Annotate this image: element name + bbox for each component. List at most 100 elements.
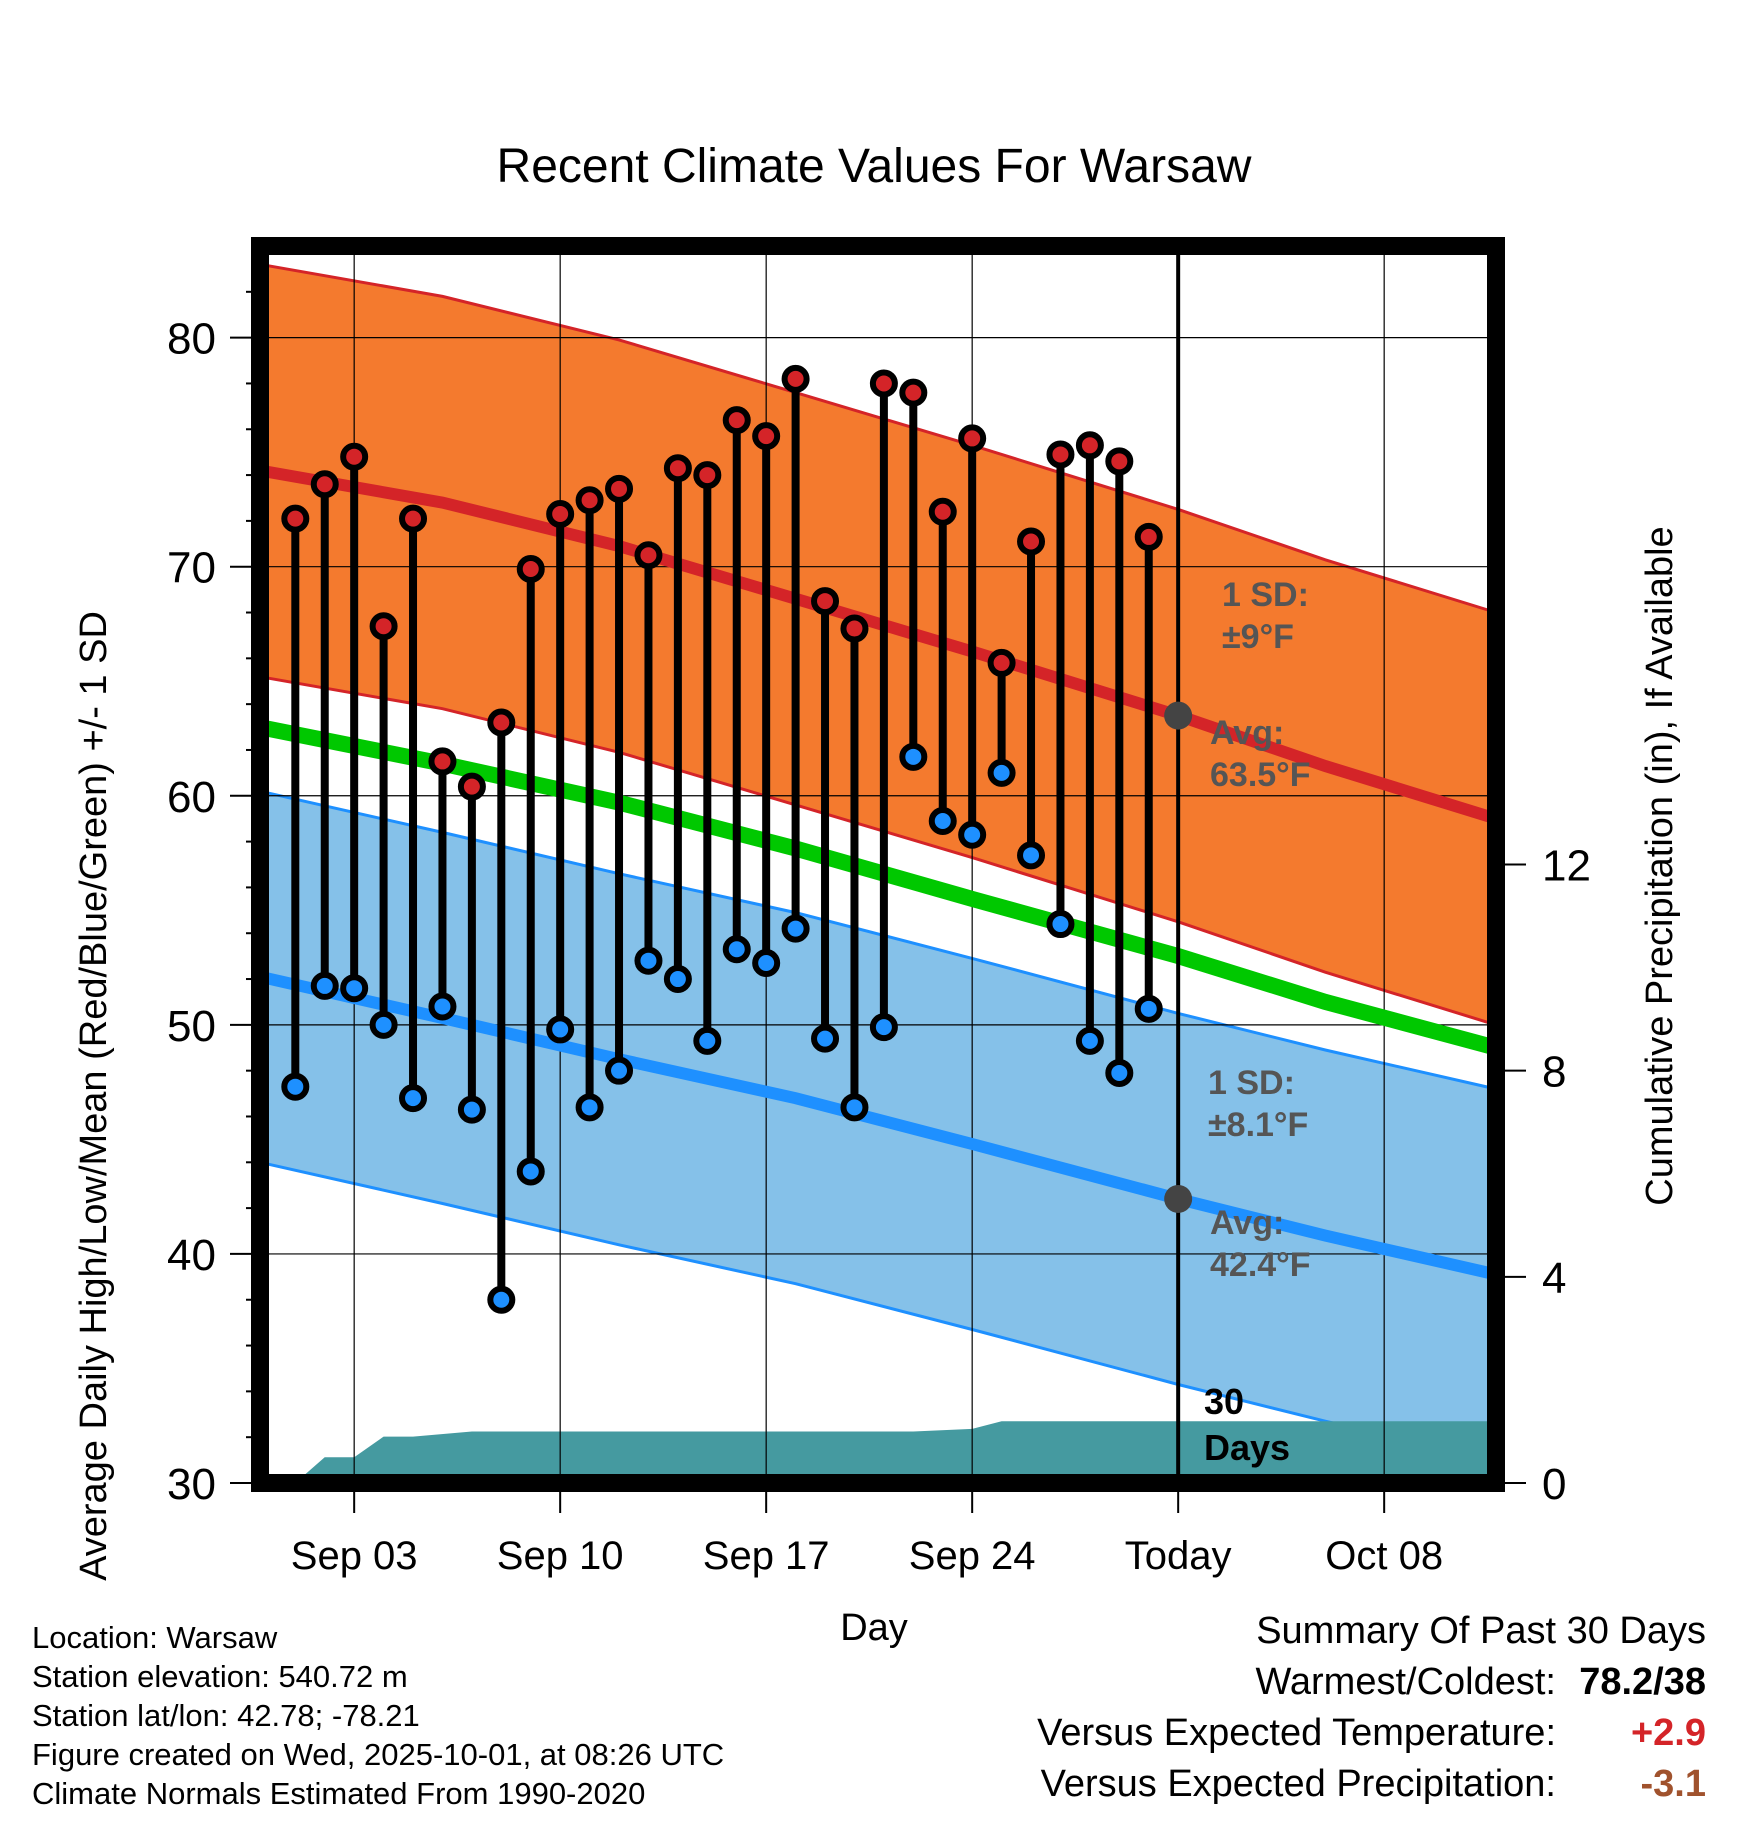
daily-high-point — [693, 461, 722, 490]
x-tick-label: Sep 03 — [291, 1534, 418, 1578]
daily-low-point — [899, 742, 928, 771]
warm-cold-label: Warmest/Coldest: — [1255, 1661, 1556, 1703]
daily-low-point — [399, 1084, 428, 1113]
daily-high-point — [310, 470, 339, 499]
daily-low-point — [722, 935, 751, 964]
daily-low-point — [340, 974, 369, 1003]
chart-title: Recent Climate Values For Warsaw — [497, 140, 1252, 193]
y-tick-label: 80 — [167, 315, 216, 364]
y-tick-label: 60 — [167, 773, 216, 822]
y-axis-right: 0 4 8 12 — [1496, 842, 1591, 1509]
low-avg-value: 42.4°F — [1210, 1246, 1311, 1284]
daily-low-point — [546, 1015, 575, 1044]
summary-temp-row: Versus Expected Temperature: +2.9 — [1037, 1708, 1706, 1759]
high-avg-label: Avg: — [1210, 714, 1284, 752]
today-line — [1164, 246, 1193, 1483]
low-sd-label: 1 SD: — [1208, 1064, 1295, 1102]
daily-high-point — [928, 497, 957, 526]
station-info: Location: Warsaw Station elevation: 540.… — [32, 1618, 724, 1813]
daily-high-point — [340, 442, 369, 471]
high-normal-band — [260, 264, 1496, 1025]
daily-low-point — [693, 1026, 722, 1055]
daily-ranges — [281, 364, 1163, 1314]
y-tick-label: 40 — [167, 1231, 216, 1280]
daily-low-point — [869, 1013, 898, 1042]
daily-low-point — [752, 949, 781, 978]
daily-low-point — [1134, 994, 1163, 1023]
y2-axis-title: Cumulative Precipitation (in), If Availa… — [1639, 526, 1681, 1205]
annotations: 1 SD: ±9°F Avg: 63.5°F 1 SD: ±8.1°F Avg:… — [1204, 576, 1311, 1468]
normals-text: Climate Normals Estimated From 1990-2020 — [32, 1776, 646, 1811]
daily-low-point — [369, 1010, 398, 1039]
daily-high-point — [457, 772, 486, 801]
daily-low-point — [958, 820, 987, 849]
daily-high-point — [281, 504, 310, 533]
y2-tick-label: 4 — [1542, 1254, 1566, 1303]
precip-anomaly-label: Versus Expected Precipitation: — [1040, 1763, 1556, 1805]
daily-high-point — [399, 504, 428, 533]
daily-low-point — [811, 1024, 840, 1053]
elevation-text: Station elevation: 540.72 m — [32, 1659, 408, 1694]
latlon-text: Station lat/lon: 42.78; -78.21 — [32, 1698, 420, 1733]
daily-high-point — [605, 474, 634, 503]
daily-high-point — [840, 614, 869, 643]
y-axis-title: Average Daily High/Low/Mean (Red/Blue/Gr… — [73, 611, 115, 1581]
x-tick-label: Sep 17 — [703, 1534, 830, 1578]
daily-high-point — [634, 541, 663, 570]
daily-high-point — [1134, 522, 1163, 551]
daily-high-point — [516, 554, 545, 583]
days-label-text: Days — [1204, 1427, 1290, 1468]
daily-high-point — [958, 424, 987, 453]
precip-area — [295, 1421, 1496, 1483]
daily-high-point — [663, 454, 692, 483]
summary-precip-row: Versus Expected Precipitation: -3.1 — [1037, 1759, 1706, 1810]
x-tick-label: Oct 08 — [1325, 1534, 1443, 1578]
plot-area: 1 SD: ±9°F Avg: 63.5°F 1 SD: ±8.1°F Avg:… — [251, 237, 1505, 1492]
summary-heading: Summary Of Past 30 Days — [1256, 1610, 1706, 1652]
y-axis-left: 30 40 50 60 70 80 — [167, 290, 260, 1509]
daily-high-point — [428, 747, 457, 776]
daily-high-point — [487, 708, 516, 737]
y2-tick-label: 8 — [1542, 1048, 1566, 1097]
y-tick-label: 50 — [167, 1002, 216, 1051]
daily-low-point — [1105, 1058, 1134, 1087]
x-tick-label: Today — [1125, 1534, 1232, 1578]
x-tick-label: Sep 24 — [909, 1534, 1036, 1578]
warm-cold-value: 78.2/38 — [1579, 1661, 1706, 1703]
daily-low-point — [840, 1093, 869, 1122]
daily-low-point — [605, 1056, 634, 1085]
daily-high-point — [1017, 527, 1046, 556]
daily-high-point — [869, 369, 898, 398]
high-sd-label: 1 SD: — [1222, 576, 1309, 614]
low-normal-band-lower-edge — [259, 1160, 1497, 1462]
daily-high-point — [987, 648, 1016, 677]
high-sd-value: ±9°F — [1222, 618, 1294, 656]
days-label-number: 30 — [1204, 1381, 1244, 1422]
daily-low-point — [487, 1285, 516, 1314]
daily-low-point — [928, 806, 957, 835]
summary-panel: Summary Of Past 30 Days Warmest/Coldest:… — [1037, 1606, 1706, 1810]
cumulative-precip-area — [295, 1421, 1496, 1483]
summary-warm-cold-row: Warmest/Coldest: 78.2/38 — [1037, 1657, 1706, 1708]
y-tick-label: 70 — [167, 544, 216, 593]
x-axis-title: Day — [840, 1607, 908, 1649]
daily-low-point — [1046, 910, 1075, 939]
high-avg-value: 63.5°F — [1210, 756, 1311, 794]
daily-low-point — [516, 1157, 545, 1186]
x-tick-label: Sep 10 — [497, 1534, 624, 1578]
daily-high-point — [899, 378, 928, 407]
temp-anomaly-label: Versus Expected Temperature: — [1037, 1712, 1556, 1754]
today-high-avg-marker — [1164, 701, 1193, 730]
created-text: Figure created on Wed, 2025-10-01, at 08… — [32, 1737, 725, 1772]
temp-anomaly-value: +2.9 — [1630, 1712, 1706, 1754]
daily-high-point — [1075, 431, 1104, 460]
daily-high-point — [369, 612, 398, 641]
daily-low-point — [310, 971, 339, 1000]
daily-low-point — [575, 1093, 604, 1122]
daily-low-point — [1017, 841, 1046, 870]
daily-low-point — [634, 946, 663, 975]
daily-high-point — [575, 486, 604, 515]
today-low-avg-marker — [1164, 1184, 1193, 1213]
y2-tick-label: 12 — [1542, 842, 1591, 891]
